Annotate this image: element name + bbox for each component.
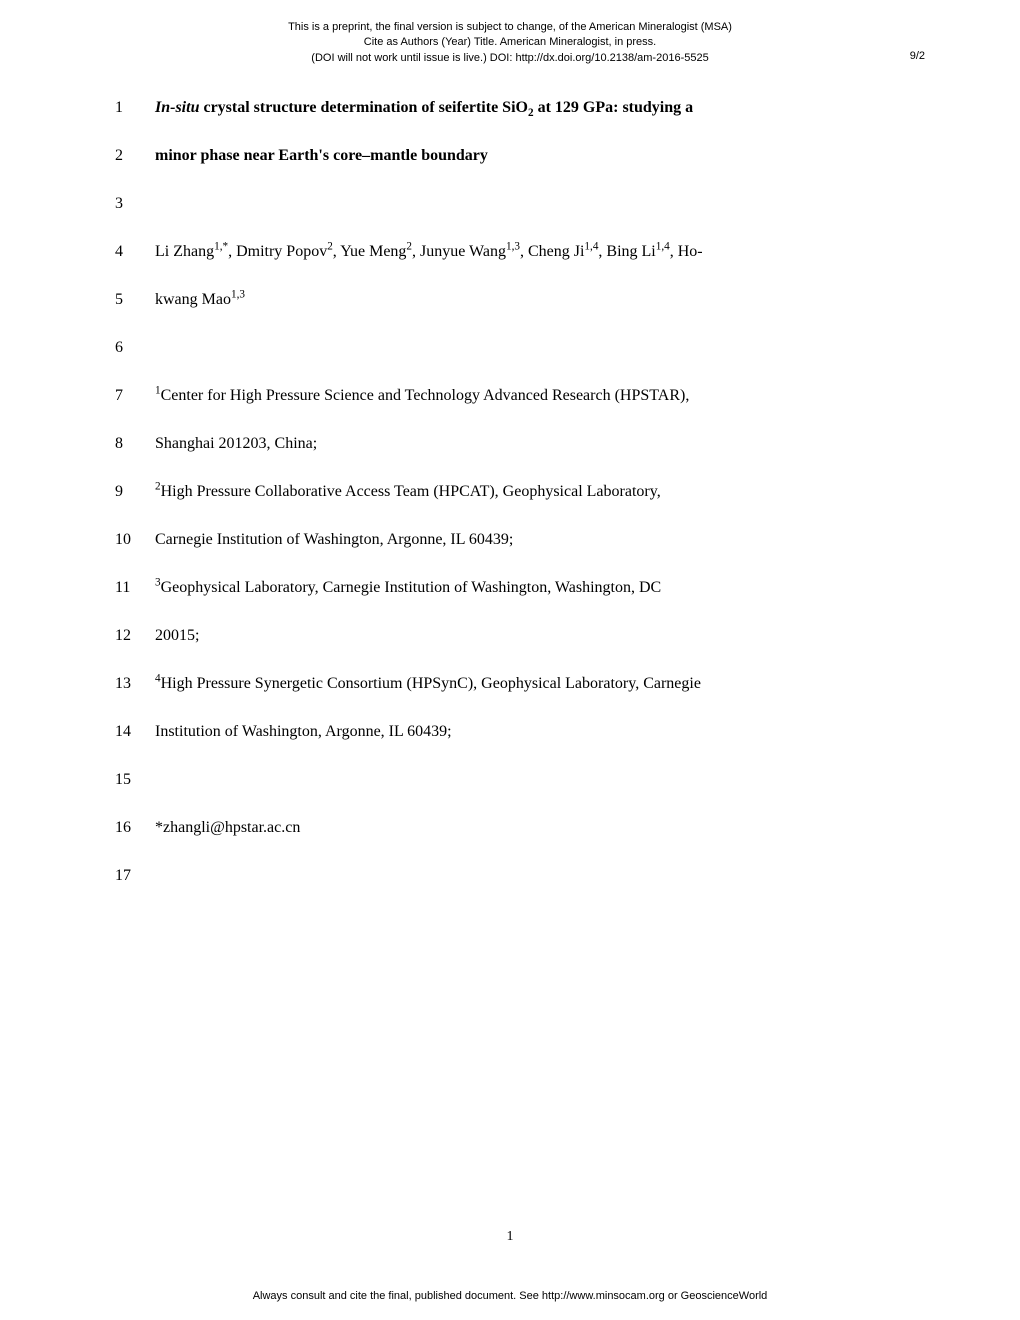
authors-line-1: Li Zhang1,*, Dmitry Popov2, Yue Meng2, J… [155,240,865,264]
affiliation-1-line-1: 1Center for High Pressure Science and Te… [155,384,865,408]
blank-line [155,192,865,216]
title-line-2: minor phase near Earth's core–mantle bou… [155,144,865,168]
line-number: 13 [115,675,155,693]
author-affil-sup: 1,* [214,241,228,253]
author-affil-sup: 1,4 [584,241,598,253]
preprint-line-3: (DOI will not work until issue is live.)… [0,51,1020,66]
blank-line [155,864,865,888]
affil-text: High Pressure Synergetic Consortium (HPS… [161,675,701,692]
line-row-7: 7 1Center for High Pressure Science and … [115,384,865,408]
line-row-9: 9 2High Pressure Collaborative Access Te… [115,480,865,504]
line-row-4: 4 Li Zhang1,*, Dmitry Popov2, Yue Meng2,… [115,240,865,264]
author-name: , Dmitry Popov [228,243,327,260]
line-row-6: 6 [115,336,865,360]
affiliation-3-line-1: 3Geophysical Laboratory, Carnegie Instit… [155,576,865,600]
author-name: , Bing Li [598,243,655,260]
line-number: 10 [115,531,155,549]
line-row-5: 5 kwang Mao1,3 [115,288,865,312]
author-name: Li Zhang [155,243,214,260]
line-row-15: 15 [115,768,865,792]
author-name: kwang Mao [155,291,231,308]
author-name: , Yue Meng [333,243,407,260]
title-line-1: In-situ crystal structure determination … [155,96,865,120]
author-name: , Junyue Wang [412,243,506,260]
author-affil-sup: 1,3 [506,241,520,253]
line-row-2: 2 minor phase near Earth's core–mantle b… [115,144,865,168]
author-affil-sup: 1,4 [656,241,670,253]
line-number: 11 [115,579,155,597]
title-part-2: at 129 GPa: studying a [534,99,694,116]
line-number: 1 [115,99,155,117]
line-row-16: 16 *zhangli@hpstar.ac.cn [115,816,865,840]
author-name: , Cheng Ji [520,243,584,260]
authors-line-2: kwang Mao1,3 [155,288,865,312]
line-row-17: 17 [115,864,865,888]
line-number: 2 [115,147,155,165]
line-row-11: 11 3Geophysical Laboratory, Carnegie Ins… [115,576,865,600]
affil-text: Geophysical Laboratory, Carnegie Institu… [161,579,662,596]
author-name: , Ho- [670,243,703,260]
page-number: 1 [0,1229,1020,1245]
preprint-line-2: Cite as Authors (Year) Title. American M… [0,35,1020,50]
line-number: 3 [115,195,155,213]
line-number: 6 [115,339,155,357]
line-number: 12 [115,627,155,645]
line-number: 4 [115,243,155,261]
affil-text: Center for High Pressure Science and Tec… [161,387,690,404]
line-number: 9 [115,483,155,501]
line-row-10: 10 Carnegie Institution of Washington, A… [115,528,865,552]
blank-line [155,768,865,792]
footer-text: Always consult and cite the final, publi… [0,1290,1020,1302]
preprint-line-1: This is a preprint, the final version is… [0,20,1020,35]
line-number: 5 [115,291,155,309]
preprint-header: This is a preprint, the final version is… [0,0,1020,66]
line-row-1: 1 In-situ crystal structure determinatio… [115,96,865,120]
line-row-12: 12 20015; [115,624,865,648]
title-part-1: crystal structure determination of seife… [199,99,528,116]
line-row-14: 14 Institution of Washington, Argonne, I… [115,720,865,744]
line-number: 17 [115,867,155,885]
author-affil-sup: 1,3 [231,289,245,301]
line-number: 16 [115,819,155,837]
affiliation-2-line-1: 2High Pressure Collaborative Access Team… [155,480,865,504]
line-number: 7 [115,387,155,405]
affiliation-1-line-2: Shanghai 201203, China; [155,432,865,456]
page-marker: 9/2 [910,50,925,62]
blank-line [155,336,865,360]
manuscript-content: 1 In-situ crystal structure determinatio… [0,66,1020,888]
affil-text: High Pressure Collaborative Access Team … [161,483,661,500]
line-row-8: 8 Shanghai 201203, China; [115,432,865,456]
affiliation-3-line-2: 20015; [155,624,865,648]
affiliation-4-line-1: 4High Pressure Synergetic Consortium (HP… [155,672,865,696]
line-number: 14 [115,723,155,741]
title-prefix: In-situ [155,99,199,116]
corresponding-email: *zhangli@hpstar.ac.cn [155,816,865,840]
line-row-3: 3 [115,192,865,216]
line-number: 15 [115,771,155,789]
line-row-13: 13 4High Pressure Synergetic Consortium … [115,672,865,696]
affiliation-2-line-2: Carnegie Institution of Washington, Argo… [155,528,865,552]
affiliation-4-line-2: Institution of Washington, Argonne, IL 6… [155,720,865,744]
line-number: 8 [115,435,155,453]
